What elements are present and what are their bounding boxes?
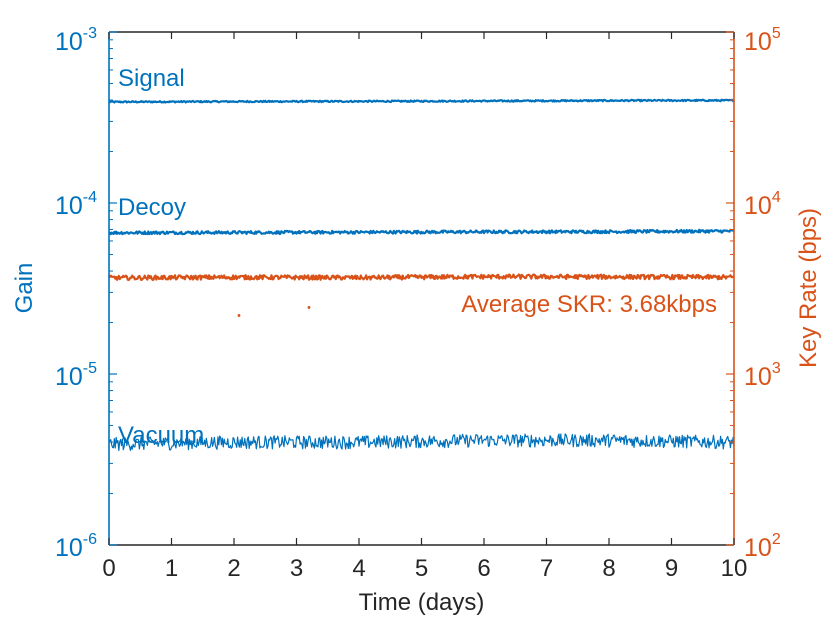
y-right-tick-label: 105 bbox=[744, 25, 781, 56]
series-line-signal bbox=[109, 100, 734, 103]
outlier-point bbox=[238, 314, 241, 317]
decoy-annotation: Decoy bbox=[118, 194, 186, 221]
x-tick-label: 4 bbox=[352, 555, 365, 582]
x-tick-label: 9 bbox=[665, 555, 678, 582]
y-left-tick-labels: 10-6 10-5 10-4 10-3 bbox=[55, 25, 97, 562]
signal-annotation: Signal bbox=[118, 65, 185, 92]
y-right-tick-labels: 102 103 104 105 bbox=[744, 25, 781, 562]
y-left-tick-label: 10-4 bbox=[55, 189, 97, 220]
y-right-tick-label: 103 bbox=[744, 360, 781, 391]
series-line-decoy bbox=[109, 230, 734, 234]
x-tick-label: 8 bbox=[602, 555, 615, 582]
x-tick-label: 6 bbox=[477, 555, 490, 582]
skr-annotation: Average SKR: 3.68kbps bbox=[461, 291, 717, 318]
vacuum-annotation: Vacuum bbox=[118, 422, 204, 449]
series-line-skr bbox=[109, 275, 734, 280]
outlier-point bbox=[308, 306, 311, 309]
x-tick-labels: 0 1 2 3 4 5 6 7 8 9 10 bbox=[102, 555, 747, 582]
y-left-tick-label: 10-3 bbox=[55, 25, 97, 56]
dual-axis-line-chart: 0 1 2 3 4 5 6 7 8 9 10 10-6 10-5 10-4 10… bbox=[0, 0, 830, 622]
x-tick-label: 1 bbox=[165, 555, 178, 582]
y-right-axis-label: Key Rate (bps) bbox=[795, 208, 822, 368]
y-right-tick-label: 104 bbox=[744, 189, 781, 220]
x-tick-label: 0 bbox=[102, 555, 115, 582]
x-axis-label: Time (days) bbox=[359, 589, 485, 616]
x-tick-label: 3 bbox=[290, 555, 303, 582]
series-layer bbox=[109, 100, 734, 451]
y-left-axis-label: Gain bbox=[11, 263, 38, 314]
y-left-tick-label: 10-6 bbox=[55, 531, 97, 562]
x-tick-label: 2 bbox=[227, 555, 240, 582]
x-tick-label: 5 bbox=[415, 555, 428, 582]
x-tick-label: 7 bbox=[540, 555, 553, 582]
y-right-tick-label: 102 bbox=[744, 531, 781, 562]
ticks-layer bbox=[109, 32, 734, 545]
y-left-tick-label: 10-5 bbox=[55, 360, 97, 391]
